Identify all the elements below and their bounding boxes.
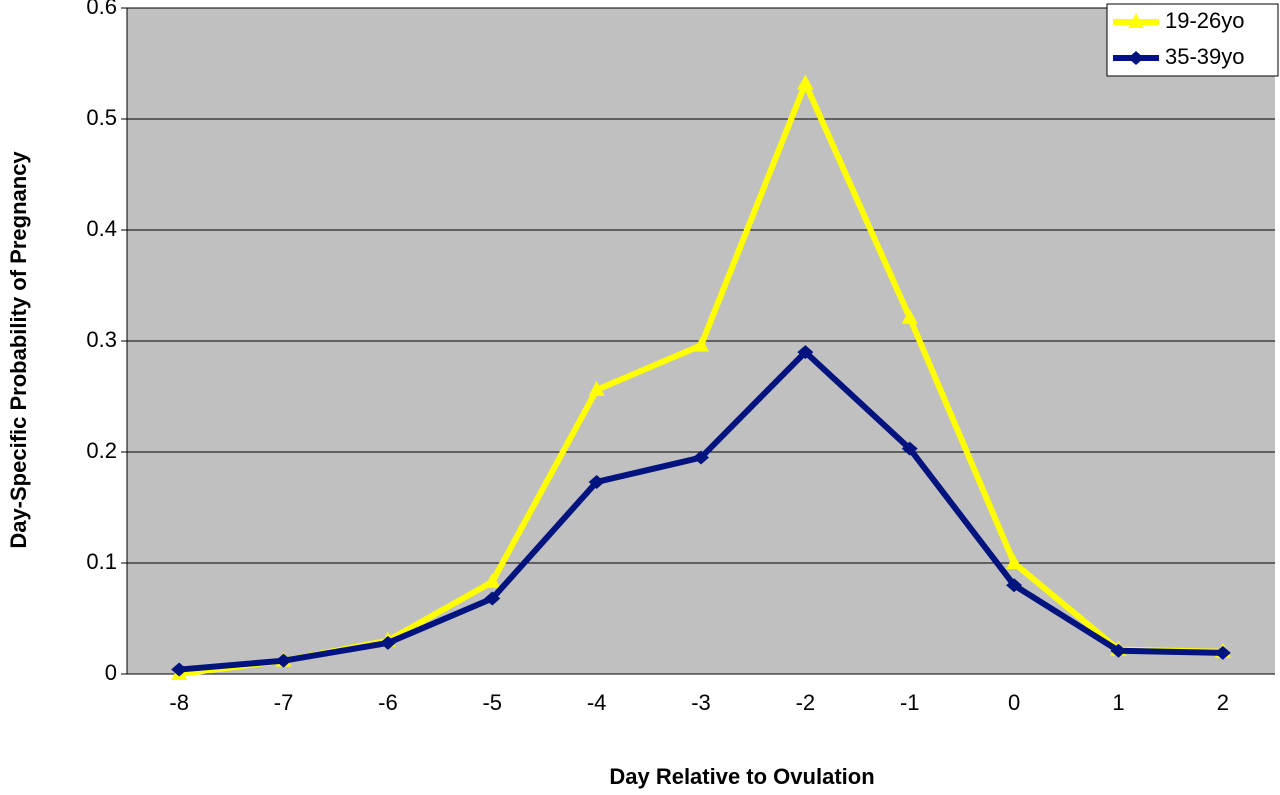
triangle-marker: [1128, 13, 1144, 28]
diamond-marker: [1214, 645, 1231, 660]
diamond-marker: [797, 345, 814, 360]
y-tick-label: 0.3: [86, 327, 117, 352]
x-tick-label: -1: [900, 690, 920, 715]
y-tick-label: 0.4: [86, 216, 117, 241]
diamond-marker: [171, 662, 188, 677]
x-tick-label: -8: [169, 690, 189, 715]
y-axis-title: Day-Specific Probability of Pregnancy: [6, 151, 31, 549]
legend-label: 35-39yo: [1165, 44, 1245, 69]
triangle-marker: [901, 308, 918, 324]
legend-label: 19-26yo: [1165, 8, 1245, 33]
diamond-marker: [1110, 643, 1127, 658]
triangle-marker: [693, 336, 709, 352]
diamond-marker: [1006, 578, 1023, 593]
x-tick-label: -4: [587, 690, 607, 715]
diamond-marker: [693, 450, 709, 465]
x-tick-label: -7: [274, 690, 294, 715]
x-tick-label: -6: [378, 690, 398, 715]
diamond-marker: [1128, 51, 1144, 65]
x-tick-label: 1: [1112, 690, 1124, 715]
triangle-marker: [797, 74, 814, 90]
diamond-marker: [901, 441, 918, 456]
x-tick-label: -2: [796, 690, 816, 715]
x-tick-label: -3: [691, 690, 711, 715]
y-tick-label: 0: [105, 660, 117, 685]
y-tick-label: 0.5: [86, 105, 117, 130]
x-tick-label: -5: [482, 690, 502, 715]
x-axis-title: Day Relative to Ovulation: [609, 764, 874, 789]
y-tick-label: 0.6: [86, 0, 117, 19]
triangle-marker: [484, 572, 501, 588]
x-tick-label: 2: [1217, 690, 1229, 715]
y-tick-label: 0.2: [86, 438, 117, 463]
diamond-marker: [275, 653, 292, 668]
diamond-marker: [484, 591, 501, 606]
triangle-marker: [588, 380, 605, 396]
x-tick-label: 0: [1008, 690, 1020, 715]
diamond-marker: [379, 635, 396, 650]
diamond-marker: [588, 474, 605, 489]
y-tick-label: 0.1: [86, 549, 117, 574]
triangle-marker: [1006, 554, 1023, 569]
